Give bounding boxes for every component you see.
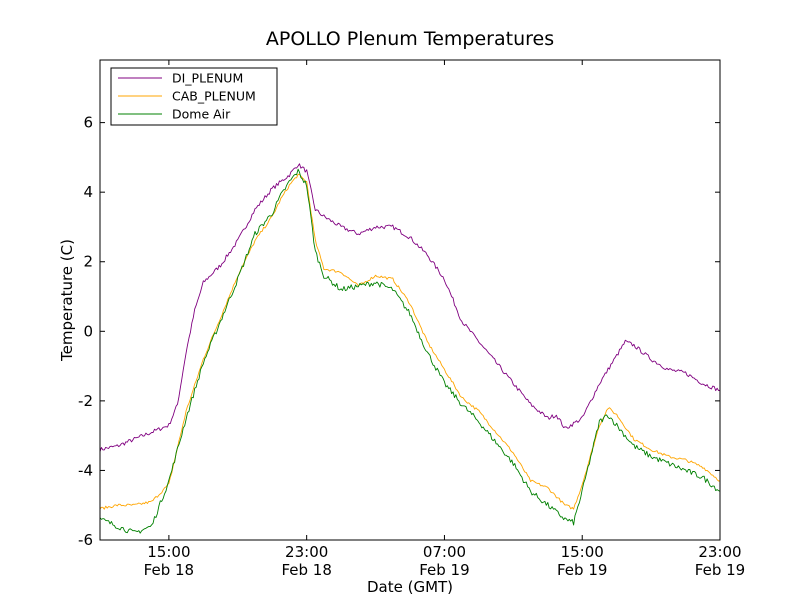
x-axis-label: Date (GMT): [367, 578, 453, 596]
y-tick-label: -6: [78, 531, 93, 549]
series-line-cab-plenum: [100, 173, 720, 510]
x-tick-date-label: Feb 18: [144, 561, 194, 579]
x-tick-date-label: Feb 19: [419, 561, 469, 579]
series-line-di-plenum: [100, 163, 720, 452]
x-tick-time-label: 23:00: [698, 543, 741, 561]
y-tick-label: 2: [83, 253, 93, 271]
y-tick-label: 4: [83, 183, 93, 201]
y-axis-label: Temperature (C): [58, 239, 76, 362]
series-layer: [100, 163, 720, 534]
legend-label-dome-air: Dome Air: [172, 107, 231, 122]
x-tick-date-label: Feb 18: [281, 561, 331, 579]
x-tick-date-label: Feb 19: [695, 561, 745, 579]
chart-title: APOLLO Plenum Temperatures: [266, 28, 554, 50]
y-tick-label: -2: [78, 392, 93, 410]
y-tick-label: 0: [83, 322, 93, 340]
x-tick-time-label: 15:00: [147, 543, 190, 561]
x-tick-time-label: 15:00: [561, 543, 604, 561]
legend-label-cab-plenum: CAB_PLENUM: [172, 89, 256, 104]
legend-label-di-plenum: DI_PLENUM: [172, 71, 243, 86]
plot-frame: [99, 59, 721, 541]
y-tick-label: 6: [83, 114, 93, 132]
x-tick-time-label: 23:00: [285, 543, 328, 561]
legend: DI_PLENUM CAB_PLENUM Dome Air: [110, 67, 278, 126]
series-line-dome-air: [100, 168, 720, 534]
x-tick-time-label: 07:00: [423, 543, 466, 561]
y-tick-label: -4: [78, 461, 93, 479]
x-tick-date-label: Feb 19: [557, 561, 607, 579]
